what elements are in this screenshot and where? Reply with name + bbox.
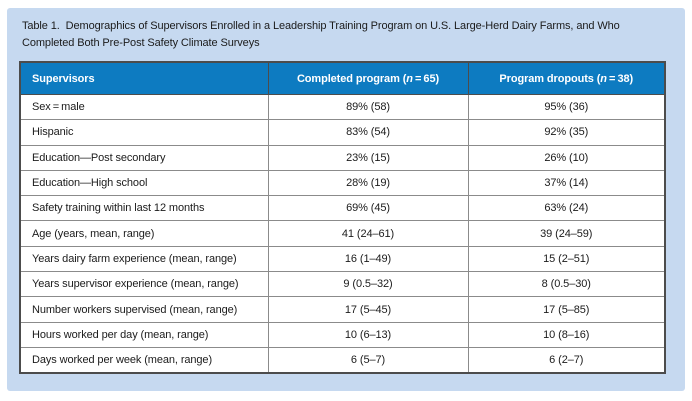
table-row: Years dairy farm experience (mean, range… [19, 245, 666, 273]
header-completed-suffix: = 65) [412, 72, 440, 85]
row-label: Education—Post secondary [19, 144, 269, 171]
dropouts-value: 95% (36) [467, 93, 666, 121]
header-dropouts-prefix: Program dropouts ( [499, 72, 601, 85]
table-row: Hispanic 83% (54) 92% (35) [19, 119, 666, 146]
dropouts-value: 15 (2–51) [467, 245, 666, 273]
table-row: Sex = male 89% (58) 95% (36) [19, 93, 666, 121]
dropouts-value: 6 (2–7) [467, 346, 666, 374]
completed-value: 41 (24–61) [267, 220, 469, 247]
dropouts-value: 63% (24) [467, 195, 666, 222]
row-label: Number workers supervised (mean, range) [19, 296, 269, 323]
dropouts-value: 26% (10) [467, 144, 666, 171]
row-label: Days worked per week (mean, range) [19, 346, 269, 374]
table-row: Education—High school 28% (19) 37% (14) [19, 169, 666, 197]
row-label: Sex = male [19, 93, 269, 121]
table-title-line1: Table 1. Demographics of Supervisors Enr… [22, 20, 620, 32]
table-title: Table 1. Demographics of Supervisors Enr… [7, 8, 685, 61]
row-label: Age (years, mean, range) [19, 220, 269, 247]
header-supervisors: Supervisors [19, 61, 269, 95]
table-row: Age (years, mean, range) 41 (24–61) 39 (… [19, 220, 666, 247]
table-row: Safety training within last 12 months 69… [19, 195, 666, 222]
dropouts-value: 8 (0.5–30) [467, 271, 666, 298]
completed-value: 89% (58) [267, 93, 469, 121]
completed-value: 10 (6–13) [267, 321, 469, 348]
completed-value: 17 (5–45) [267, 296, 469, 323]
dropouts-value: 37% (14) [467, 169, 666, 197]
completed-value: 83% (54) [267, 119, 469, 146]
row-label: Years supervisor experience (mean, range… [19, 271, 269, 298]
table-row: Education—Post secondary 23% (15) 26% (1… [19, 144, 666, 171]
row-label: Hours worked per day (mean, range) [19, 321, 269, 348]
dropouts-value: 10 (8–16) [467, 321, 666, 348]
completed-value: 6 (5–7) [267, 346, 469, 374]
table-row: Years supervisor experience (mean, range… [19, 271, 666, 298]
header-dropouts-suffix: = 38) [606, 72, 634, 85]
dropouts-value: 92% (35) [467, 119, 666, 146]
row-label: Education—High school [19, 169, 269, 197]
completed-value: 69% (45) [267, 195, 469, 222]
completed-value: 28% (19) [267, 169, 469, 197]
completed-value: 9 (0.5–32) [267, 271, 469, 298]
table-row: Days worked per week (mean, range) 6 (5–… [19, 346, 666, 374]
n-symbol: n [406, 72, 413, 85]
header-completed-prefix: Completed program ( [296, 72, 407, 85]
header-row: Supervisors Completed program (n = 65) P… [19, 61, 666, 95]
table-panel: Table 1. Demographics of Supervisors Enr… [7, 8, 685, 391]
row-label: Years dairy farm experience (mean, range… [19, 245, 269, 273]
row-label: Safety training within last 12 months [19, 195, 269, 222]
row-label: Hispanic [19, 119, 269, 146]
header-completed-program: Completed program (n = 65) [267, 61, 469, 95]
n-symbol: n [600, 72, 607, 85]
demographics-table: Supervisors Completed program (n = 65) P… [19, 61, 666, 375]
header-program-dropouts: Program dropouts (n = 38) [467, 61, 666, 95]
table-title-line2: Completed Both Pre-Post Safety Climate S… [22, 37, 260, 49]
dropouts-value: 39 (24–59) [467, 220, 666, 247]
completed-value: 23% (15) [267, 144, 469, 171]
table-row: Hours worked per day (mean, range) 10 (6… [19, 321, 666, 348]
dropouts-value: 17 (5–85) [467, 296, 666, 323]
table-row: Number workers supervised (mean, range) … [19, 296, 666, 323]
completed-value: 16 (1–49) [267, 245, 469, 273]
